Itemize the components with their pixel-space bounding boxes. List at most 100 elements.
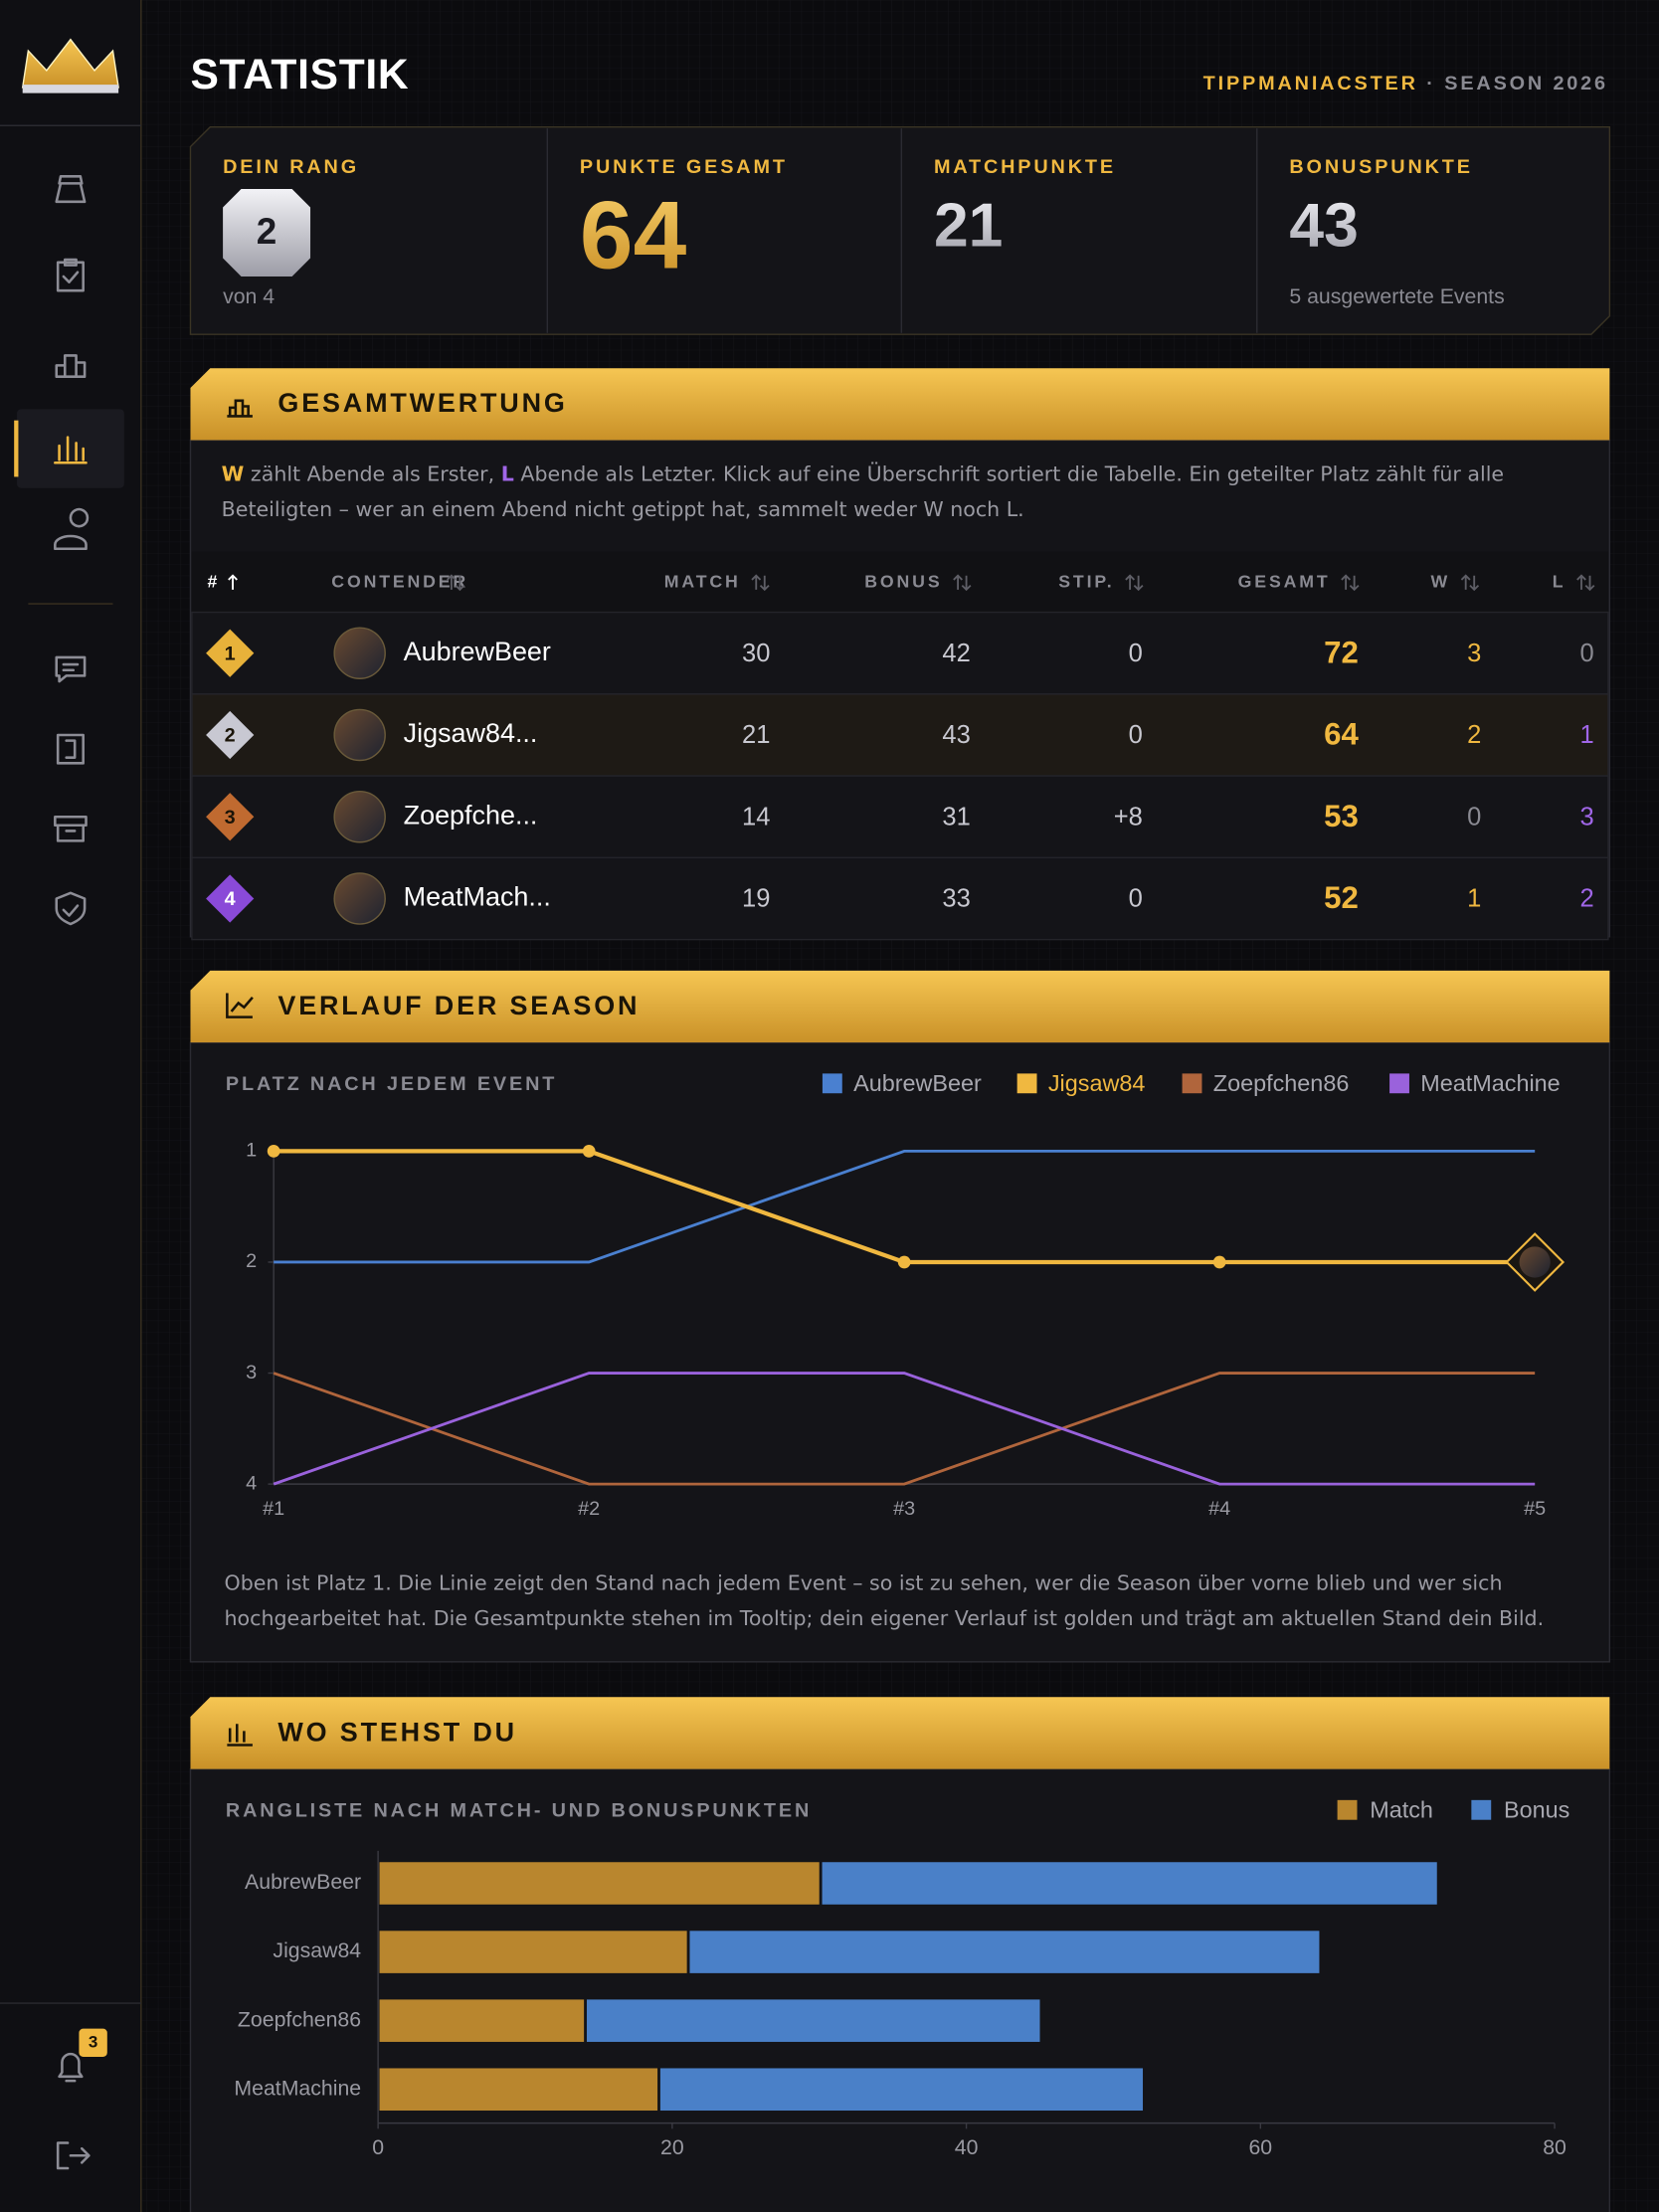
nav-profile[interactable]	[54, 507, 90, 551]
standings-icon	[227, 399, 253, 418]
column-header[interactable]: CONTENDER	[331, 571, 468, 591]
nav-arena[interactable]	[55, 175, 87, 204]
stat-label: BONUSPUNKTE	[1289, 156, 1472, 178]
nav-admin[interactable]	[55, 891, 87, 926]
cell-value: 1	[1580, 721, 1594, 749]
x-tick-label: 20	[660, 2135, 684, 2159]
avatar	[333, 627, 386, 679]
nav-notifications[interactable]	[58, 2052, 84, 2083]
series-line	[273, 1372, 1536, 1486]
bar-segment	[379, 2068, 658, 2112]
nav-stats[interactable]	[54, 436, 88, 464]
nav-logout[interactable]	[56, 2141, 91, 2170]
cell-value: 33	[942, 885, 970, 913]
rank-icon	[227, 1724, 253, 1747]
contender-name: AubrewBeer	[404, 637, 551, 666]
cell-value: 0	[1580, 640, 1594, 667]
x-tick-label: #1	[263, 1498, 284, 1520]
intro-text: Abende als Letzter. Klick auf eine Übers…	[221, 463, 1505, 522]
cell-value: 42	[942, 640, 970, 667]
notification-count: 3	[89, 2032, 97, 2051]
legend-label: Jigsaw84	[1048, 1070, 1146, 1096]
column-header[interactable]: L	[1553, 571, 1567, 591]
cell-value: 53	[1324, 799, 1359, 833]
series-point	[582, 1145, 596, 1158]
cell-value: 19	[742, 885, 770, 913]
y-tick-label: 3	[246, 1362, 257, 1383]
progress-icon	[226, 993, 254, 1018]
y-tick-label: 1	[246, 1140, 257, 1162]
logo	[21, 38, 119, 93]
column-header[interactable]: W	[1431, 571, 1451, 591]
page-title: STATISTIK	[190, 51, 409, 98]
stat-value: 64	[580, 182, 687, 288]
standings-intro: W zählt Abende als Erster, L Abende als …	[221, 463, 1505, 522]
legend-swatch	[1016, 1073, 1037, 1094]
nav-tips[interactable]	[56, 258, 85, 292]
avatar	[333, 872, 386, 925]
legend-label: Bonus	[1504, 1796, 1569, 1822]
cell-value: 21	[742, 721, 770, 749]
sort-icon	[1341, 574, 1360, 592]
sort-icon	[1576, 574, 1595, 592]
rank-number: 2	[225, 725, 236, 747]
column-header[interactable]: STIP.	[1058, 571, 1114, 591]
sort-icon	[446, 574, 465, 592]
sort-icon	[1460, 574, 1480, 592]
series-point	[897, 1255, 911, 1269]
current-avatar	[1519, 1246, 1551, 1278]
column-header[interactable]: BONUS	[864, 571, 942, 591]
avatar	[333, 790, 386, 843]
contender-name: Jigsaw84...	[404, 718, 538, 748]
rank-number: 1	[225, 643, 236, 664]
nav-rules[interactable]	[56, 733, 85, 765]
series-point	[1212, 1255, 1226, 1269]
rank-header	[190, 1697, 1610, 1769]
cell-value: 52	[1324, 880, 1359, 915]
x-tick-label: 0	[372, 2135, 384, 2159]
stat-label: MATCHPUNKTE	[934, 156, 1116, 178]
legend-label: Zoepfchen86	[1213, 1070, 1350, 1096]
rank-diamond	[206, 874, 255, 923]
progress-title: VERLAUF DER SEASON	[277, 991, 640, 1020]
cell-value: 43	[942, 721, 970, 749]
cell-value: 14	[742, 803, 770, 830]
note-text: Oben ist Platz 1. Die Linie zeigt den St…	[224, 1572, 1545, 1631]
legend-swatch	[1182, 1073, 1202, 1094]
category-label: Jigsaw84	[273, 1938, 361, 1962]
cell-value: 31	[942, 803, 970, 830]
column-header[interactable]: MATCH	[664, 571, 741, 591]
user-name: TIPPMANIACSTER	[1203, 73, 1418, 94]
category-label: AubrewBeer	[245, 1870, 361, 1894]
bar-segment	[689, 1931, 1320, 1973]
x-tick-label: #3	[893, 1498, 915, 1520]
legend-swatch	[1337, 1799, 1358, 1820]
series-line	[273, 1372, 1536, 1486]
nav-ranking[interactable]	[55, 354, 87, 378]
x-tick-label: 40	[955, 2135, 979, 2159]
series-line	[274, 1149, 1536, 1264]
rank-panel	[189, 1767, 1611, 2212]
standings-header	[190, 368, 1610, 441]
avatar	[333, 708, 386, 762]
bar-segment	[379, 1862, 820, 1905]
stat-label: PUNKTE GESAMT	[580, 156, 788, 178]
stat-value: 43	[1289, 192, 1358, 261]
nav-chat[interactable]	[55, 655, 87, 683]
bar-segment	[379, 1931, 687, 1973]
nav-active[interactable]	[17, 409, 124, 488]
notification-badge	[79, 2028, 107, 2057]
legend-swatch	[822, 1073, 842, 1094]
nav-archive[interactable]	[54, 815, 88, 842]
column-header[interactable]: GESAMT	[1238, 571, 1331, 591]
column-header[interactable]: #	[207, 571, 220, 591]
cell-value: +8	[1114, 803, 1143, 830]
bar-segment	[822, 1862, 1437, 1905]
bar-segment	[659, 2068, 1144, 2112]
cell-value: 0	[1129, 721, 1143, 749]
contender-name: Zoepfche...	[404, 800, 538, 830]
separator: ·	[1426, 73, 1435, 94]
stat-sub: 5 ausgewertete Events	[1289, 284, 1504, 308]
